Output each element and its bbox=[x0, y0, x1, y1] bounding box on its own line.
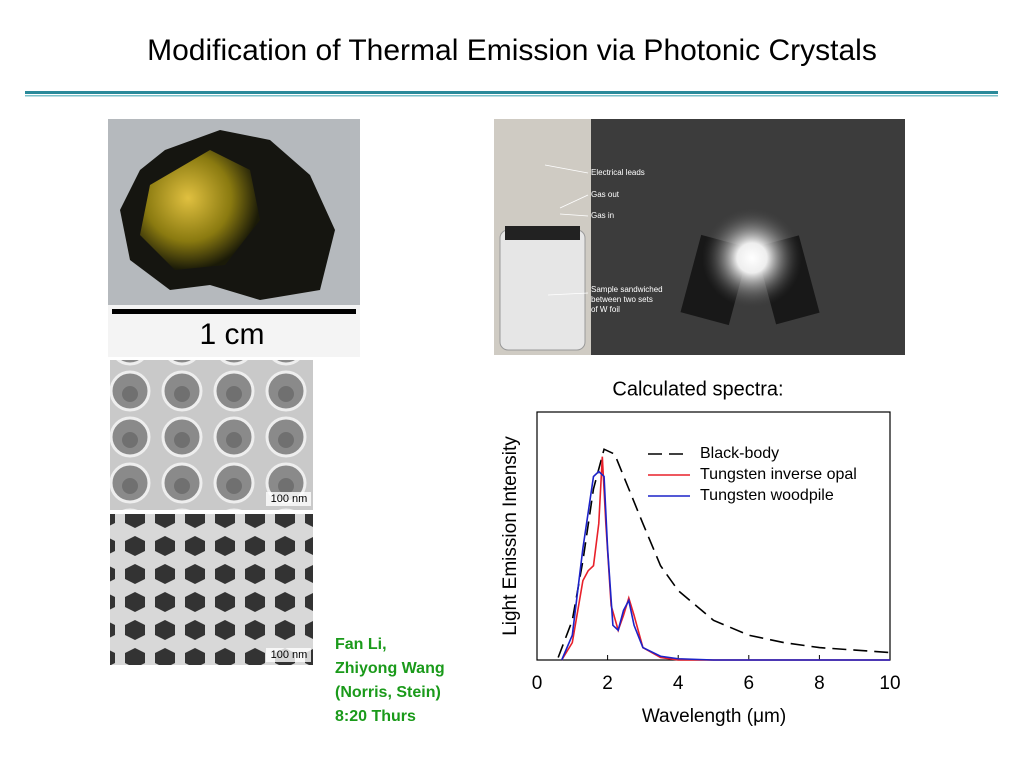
series-line bbox=[557, 448, 891, 658]
slide-title: Modification of Thermal Emission via Pho… bbox=[147, 34, 877, 67]
credit: (Norris, Stein) bbox=[335, 684, 441, 701]
credit: 8:20 Thurs bbox=[335, 708, 416, 725]
rule bbox=[25, 95, 998, 97]
legend-label: Tungsten woodpile bbox=[700, 487, 834, 504]
sem-image: 100 nm bbox=[110, 360, 313, 510]
legend-label: Tungsten inverse opal bbox=[700, 466, 857, 483]
rule bbox=[25, 91, 998, 94]
x-tick-label: 4 bbox=[673, 673, 684, 694]
photo-label: Gas out bbox=[591, 190, 620, 199]
photo-label: Electrical leads bbox=[591, 168, 645, 177]
scale-label: 1 cm bbox=[199, 318, 264, 351]
photo-label: of W foil bbox=[591, 305, 620, 314]
photo-label: Gas in bbox=[591, 211, 614, 220]
credit: Zhiyong Wang bbox=[335, 660, 445, 677]
caption: Calculated spectra: bbox=[612, 378, 783, 400]
apparatus-photo: Electrical leads Gas out Gas in Sample s… bbox=[494, 119, 905, 355]
x-axis-label: Wavelength (μm) bbox=[642, 706, 786, 727]
scale-label: 100 nm bbox=[271, 493, 308, 505]
photo-label: between two sets bbox=[591, 295, 653, 304]
sem-image: 100 nm bbox=[110, 514, 313, 665]
x-tick-label: 10 bbox=[879, 673, 900, 694]
scale-label: 100 nm bbox=[271, 649, 308, 661]
legend-label: Black-body bbox=[700, 445, 779, 462]
x-tick-label: 2 bbox=[602, 673, 613, 694]
x-tick-label: 8 bbox=[814, 673, 825, 694]
photo-label: Sample sandwiched bbox=[591, 285, 663, 294]
series-line bbox=[560, 470, 890, 661]
y-axis-label: Light Emission Intensity bbox=[500, 436, 521, 636]
x-tick-label: 6 bbox=[744, 673, 755, 694]
x-tick-label: 0 bbox=[532, 673, 543, 694]
credit: Fan Li, bbox=[335, 636, 387, 653]
sample-photo: 1 cm bbox=[108, 119, 360, 357]
